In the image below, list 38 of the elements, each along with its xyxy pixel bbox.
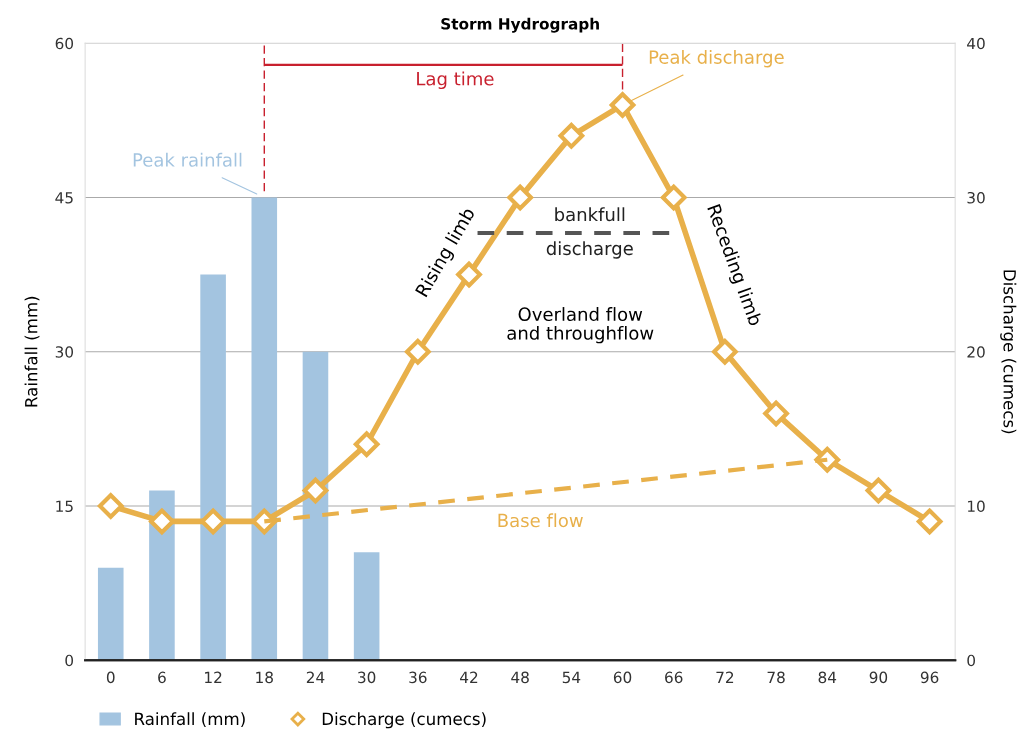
x-tick-label: 90 <box>869 671 888 684</box>
annotation: Overland flow and throughflow <box>507 307 654 344</box>
legend-label: Rainfall (mm) <box>135 712 245 728</box>
y-tick-label: 15 <box>56 500 73 512</box>
y2-tick-label: 10 <box>968 500 985 512</box>
x-tick-label: 12 <box>205 671 222 683</box>
annotation: Base flow <box>498 513 583 528</box>
y2-tick-label: 20 <box>967 346 985 358</box>
annotation: bankfull discharge <box>546 207 633 259</box>
x-tick-label: 54 <box>562 671 581 684</box>
x-tick-label: 66 <box>665 671 683 684</box>
y-tick-label: 30 <box>55 346 74 358</box>
x-tick-label: 36 <box>409 671 427 684</box>
x-tick-label: 60 <box>613 671 632 684</box>
x-tick-label: 24 <box>306 671 325 683</box>
y2-tick-label: 30 <box>967 191 985 204</box>
legend-label: Discharge (cumecs) <box>322 712 486 729</box>
y-tick-label: 45 <box>55 192 73 204</box>
x-tick-label: 30 <box>358 671 376 684</box>
x-tick-label: 84 <box>818 671 837 684</box>
y-tick-label: 0 <box>65 654 74 667</box>
y2-axis-title: Discharge (cumecs) <box>1000 270 1017 434</box>
y-axis-title: Rainfall (mm) <box>24 296 40 407</box>
chart-title: Storm Hydrograph <box>441 17 599 33</box>
y2-tick-label: 40 <box>967 37 985 50</box>
x-tick-label: 18 <box>256 671 273 684</box>
annotation: Peak rainfall <box>133 152 242 167</box>
x-tick-label: 96 <box>920 671 939 684</box>
annotation: Peak discharge <box>649 49 784 68</box>
y2-tick-label: 0 <box>967 654 976 667</box>
x-tick-label: 42 <box>460 671 478 683</box>
y-tick-label: 60 <box>55 37 74 50</box>
x-tick-label: 0 <box>106 671 115 684</box>
x-tick-label: 72 <box>716 671 734 683</box>
x-tick-label: 78 <box>767 671 785 684</box>
annotation: Lag time <box>417 71 494 90</box>
x-tick-label: 6 <box>158 671 166 684</box>
x-tick-label: 48 <box>511 671 529 684</box>
